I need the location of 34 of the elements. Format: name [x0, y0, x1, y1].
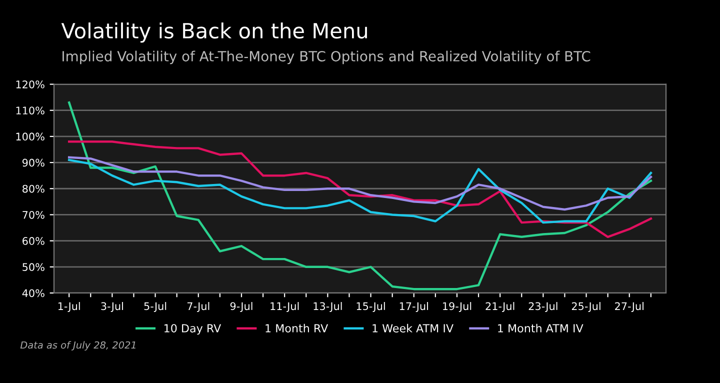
x-tick-label: 19-Jul: [443, 302, 472, 312]
y-tick-label: 100%: [16, 132, 44, 141]
text: Data as of July 28, 2021: [20, 341, 136, 351]
x-tick-label: 7-Jul: [187, 302, 210, 312]
x-tick-label: 1-Jul: [58, 302, 80, 312]
x-tick-label: 9-Jul: [230, 302, 252, 312]
y-tick-label: 70%: [22, 210, 44, 219]
chart-subtitle: Implied Volatility of At-The-Money BTC Options and Realized Volatility of BTC: [62, 50, 590, 64]
x-tick-label: 25-Jul: [572, 302, 600, 312]
y-tick-label: 120%: [16, 80, 44, 88]
y-tick-label: 80%: [22, 184, 44, 193]
chart-title: Volatility is Back on the Menu: [61, 22, 367, 43]
line-series: [68, 101, 652, 290]
legend-label: 1 Month RV: [266, 324, 328, 332]
x-tick-label: 11-Jul: [270, 302, 299, 312]
legend-label: 1 Week ATM IV: [372, 324, 454, 332]
line-series: [68, 158, 652, 224]
line-series: [68, 156, 652, 211]
x-tick-label: 3-Jul: [101, 302, 123, 312]
y-tick-label: 40%: [22, 289, 44, 298]
legend-label: 1 Month ATM IV: [498, 324, 584, 332]
x-tick-label: 15-Jul: [356, 302, 385, 312]
x-tick-label: 23-Jul: [528, 302, 558, 312]
x-tick-label: 27-Jul: [615, 302, 644, 312]
y-tick-label: 110%: [16, 106, 44, 114]
x-tick-label: 17-Jul: [400, 302, 428, 312]
x-tick-label: 5-Jul: [144, 302, 166, 312]
x-tick-label: 21-Jul: [486, 302, 514, 312]
line-series: [68, 140, 652, 238]
y-tick-label: 90%: [22, 158, 44, 167]
y-tick-label: 50%: [22, 263, 44, 272]
legend-label: 10 Day RV: [164, 324, 222, 335]
x-tick-label: 13-Jul: [314, 302, 342, 312]
y-tick-label: 60%: [22, 237, 44, 245]
